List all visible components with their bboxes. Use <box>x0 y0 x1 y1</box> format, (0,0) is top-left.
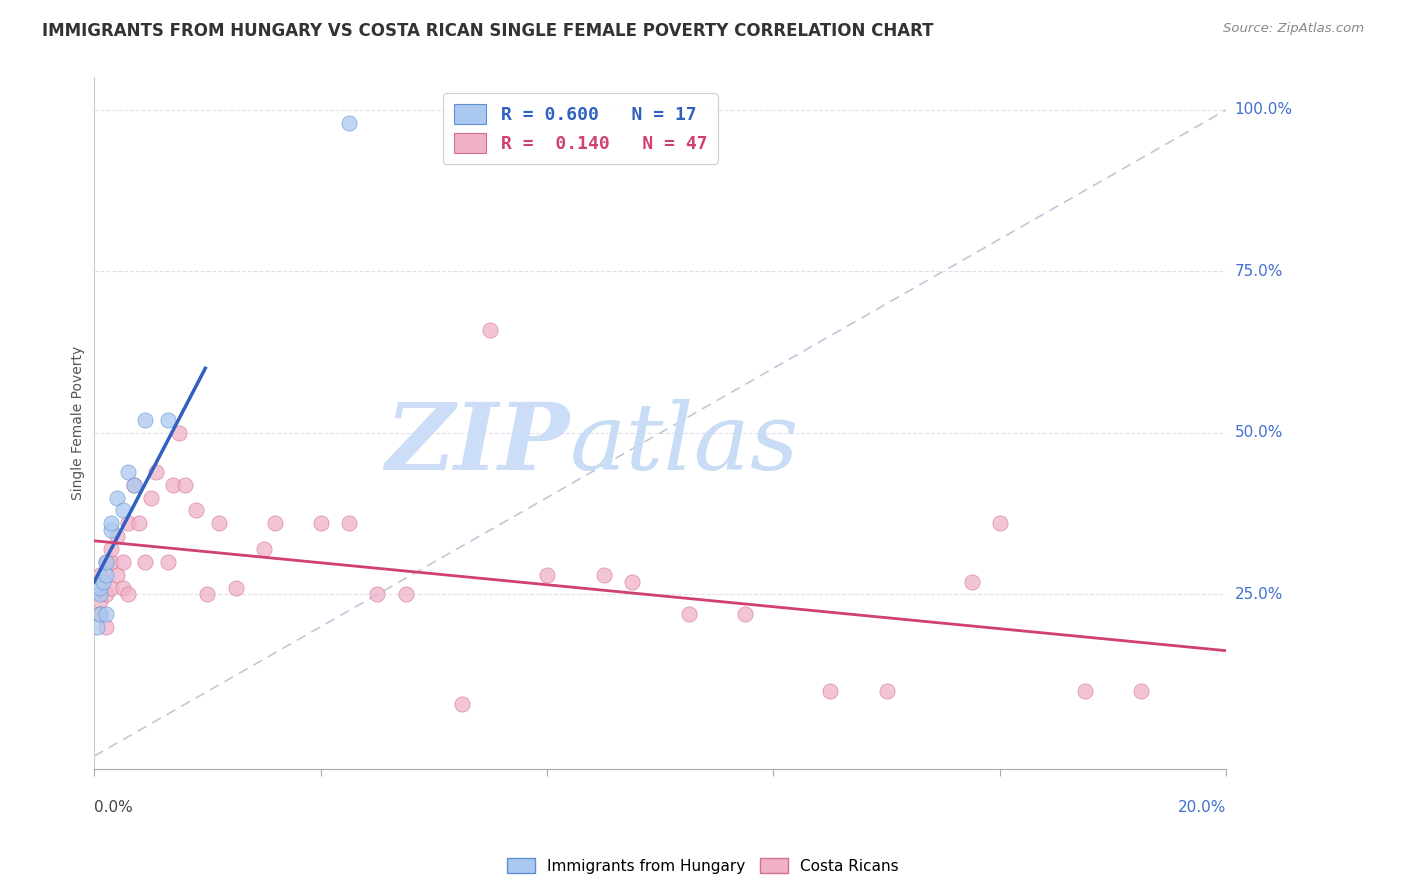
Point <box>105 529 128 543</box>
Point <box>451 698 474 712</box>
Legend: Immigrants from Hungary, Costa Ricans: Immigrants from Hungary, Costa Ricans <box>501 852 905 880</box>
Point <box>117 516 139 531</box>
Point <box>818 684 841 698</box>
Point <box>89 581 111 595</box>
Point <box>253 542 276 557</box>
Point <box>960 574 983 589</box>
Point <box>184 503 207 517</box>
Point <box>988 516 1011 531</box>
Point <box>394 587 416 601</box>
Point <box>337 516 360 531</box>
Point <box>111 555 134 569</box>
Point <box>156 555 179 569</box>
Point <box>197 587 219 601</box>
Text: 50.0%: 50.0% <box>1234 425 1282 441</box>
Point <box>86 620 108 634</box>
Text: 0.0%: 0.0% <box>94 799 134 814</box>
Point <box>264 516 287 531</box>
Point <box>620 574 643 589</box>
Text: 20.0%: 20.0% <box>1178 799 1226 814</box>
Point <box>111 503 134 517</box>
Point <box>156 413 179 427</box>
Point <box>105 491 128 505</box>
Text: Source: ZipAtlas.com: Source: ZipAtlas.com <box>1223 22 1364 36</box>
Point <box>173 477 195 491</box>
Point <box>309 516 332 531</box>
Point <box>117 587 139 601</box>
Point <box>734 607 756 621</box>
Point <box>479 322 502 336</box>
Point <box>536 568 558 582</box>
Point <box>89 587 111 601</box>
Point <box>100 516 122 531</box>
Point <box>94 568 117 582</box>
Point <box>89 607 111 621</box>
Text: IMMIGRANTS FROM HUNGARY VS COSTA RICAN SINGLE FEMALE POVERTY CORRELATION CHART: IMMIGRANTS FROM HUNGARY VS COSTA RICAN S… <box>42 22 934 40</box>
Point <box>111 581 134 595</box>
Legend: R = 0.600   N = 17, R =  0.140   N = 47: R = 0.600 N = 17, R = 0.140 N = 47 <box>443 94 718 164</box>
Point <box>105 568 128 582</box>
Point <box>94 620 117 634</box>
Y-axis label: Single Female Poverty: Single Female Poverty <box>72 346 86 500</box>
Point <box>145 465 167 479</box>
Point <box>876 684 898 698</box>
Text: 100.0%: 100.0% <box>1234 103 1292 117</box>
Point <box>167 425 190 440</box>
Point <box>89 568 111 582</box>
Point <box>94 555 117 569</box>
Point <box>139 491 162 505</box>
Point <box>122 477 145 491</box>
Point <box>100 555 122 569</box>
Point <box>134 555 156 569</box>
Point <box>1130 684 1153 698</box>
Point <box>91 574 114 589</box>
Point <box>100 523 122 537</box>
Point <box>100 542 122 557</box>
Point <box>337 116 360 130</box>
Point <box>366 587 388 601</box>
Point <box>1074 684 1097 698</box>
Point <box>94 555 117 569</box>
Point <box>89 607 111 621</box>
Point <box>208 516 231 531</box>
Point <box>592 568 614 582</box>
Point <box>122 477 145 491</box>
Text: atlas: atlas <box>569 399 799 489</box>
Text: 75.0%: 75.0% <box>1234 264 1282 279</box>
Point <box>225 581 247 595</box>
Point <box>89 594 111 608</box>
Point <box>162 477 184 491</box>
Point <box>134 413 156 427</box>
Point <box>94 587 117 601</box>
Point <box>678 607 700 621</box>
Point <box>128 516 150 531</box>
Text: ZIP: ZIP <box>385 399 569 489</box>
Point <box>117 465 139 479</box>
Text: 25.0%: 25.0% <box>1234 587 1282 602</box>
Point <box>94 607 117 621</box>
Point <box>100 581 122 595</box>
